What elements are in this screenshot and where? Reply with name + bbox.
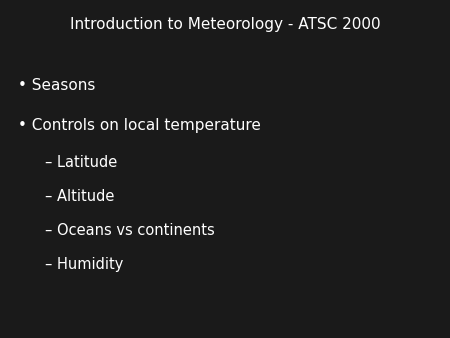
Text: • Controls on local temperature: • Controls on local temperature xyxy=(18,118,261,133)
Text: – Latitude: – Latitude xyxy=(45,155,117,170)
Text: – Altitude: – Altitude xyxy=(45,189,114,204)
Text: • Seasons: • Seasons xyxy=(18,78,95,93)
Text: Introduction to Meteorology - ATSC 2000: Introduction to Meteorology - ATSC 2000 xyxy=(70,17,380,32)
Text: – Oceans vs continents: – Oceans vs continents xyxy=(45,223,215,238)
Text: – Humidity: – Humidity xyxy=(45,257,123,272)
